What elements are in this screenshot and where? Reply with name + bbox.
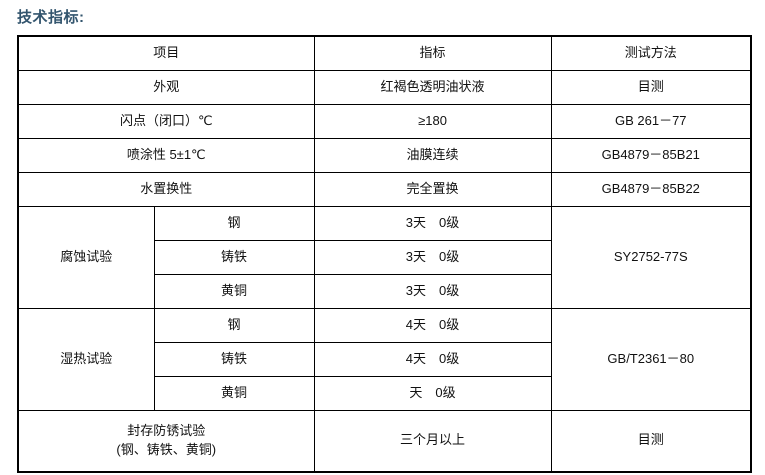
cell-spec: 4天 0级 bbox=[313, 307, 552, 343]
table-row-corrosion-castiron: 铸铁 3天 0级 bbox=[18, 239, 751, 275]
cell-method: GB4879－85B22 bbox=[550, 171, 753, 207]
header-cell-spec: 指标 bbox=[313, 35, 552, 71]
cell-spec: 3天 0级 bbox=[313, 239, 552, 275]
table-row-storage: 封存防锈试验 (钢、铸铁、黄铜) 三个月以上 目测 bbox=[16, 409, 753, 473]
cell-method: 目测 bbox=[550, 409, 753, 473]
cell-spec: 天 0级 bbox=[313, 375, 552, 411]
cell-sub-material: 钢 bbox=[153, 205, 315, 241]
cell-spec: 油膜连续 bbox=[313, 137, 552, 173]
table-row: 外观 红褐色透明油状液 目测 bbox=[16, 69, 753, 105]
cell-item-corrosion: 腐蚀试验 bbox=[17, 205, 155, 309]
cell-spec: 3天 0级 bbox=[313, 205, 552, 241]
table-row-humidity-steel: 湿热试验 钢 4天 0级 GB/T2361－80 bbox=[17, 307, 753, 411]
technical-spec-table: 项目 指标 测试方法 外观 红褐色透明油状液 目测 闪点（闭口）℃ ≥180 G… bbox=[16, 35, 753, 473]
table-row: 水置换性 完全置换 GB4879－85B22 bbox=[16, 171, 753, 207]
cell-spec: ≥180 bbox=[313, 103, 552, 139]
table-row-corrosion-steel: 腐蚀试验 钢 3天 0级 SY2752-77S bbox=[17, 205, 753, 309]
page-title: 技术指标: bbox=[17, 9, 85, 26]
cell-sub-material: 铸铁 bbox=[153, 239, 315, 275]
header-cell-method: 测试方法 bbox=[550, 35, 753, 71]
cell-sub-material: 黄铜 bbox=[153, 375, 315, 411]
cell-spec: 三个月以上 bbox=[313, 409, 552, 473]
cell-item-humidity: 湿热试验 bbox=[17, 307, 155, 411]
cell-item: 水置换性 bbox=[16, 171, 315, 207]
table-row: 闪点（闭口）℃ ≥180 GB 261－77 bbox=[16, 103, 753, 139]
storage-label-line2: (钢、铸铁、黄铜) bbox=[116, 441, 217, 457]
storage-label-line1: 封存防锈试验 bbox=[127, 422, 206, 438]
cell-sub-material: 铸铁 bbox=[153, 341, 315, 377]
cell-item: 闪点（闭口）℃ bbox=[16, 103, 315, 139]
cell-method: GB 261－77 bbox=[550, 103, 753, 139]
header-cell-item: 项目 bbox=[16, 35, 315, 71]
cell-spec: 完全置换 bbox=[313, 171, 552, 207]
cell-method-humidity: GB/T2361－80 bbox=[550, 307, 753, 411]
cell-spec: 红褐色透明油状液 bbox=[313, 69, 552, 105]
cell-method: 目测 bbox=[550, 69, 753, 105]
cell-item-storage: 封存防锈试验 (钢、铸铁、黄铜) bbox=[16, 409, 315, 473]
cell-item: 喷涂性 5±1℃ bbox=[16, 137, 315, 173]
cell-spec: 3天 0级 bbox=[313, 273, 552, 309]
cell-spec: 4天 0级 bbox=[313, 341, 552, 377]
cell-sub-material: 黄铜 bbox=[153, 273, 315, 309]
table-row-humidity-brass: 黄铜 天 0级 bbox=[18, 375, 751, 411]
cell-method-corrosion: SY2752-77S bbox=[550, 205, 753, 309]
cell-item: 外观 bbox=[16, 69, 315, 105]
table-header-row: 项目 指标 测试方法 bbox=[16, 35, 753, 71]
table-row-corrosion-brass: 黄铜 3天 0级 bbox=[18, 273, 751, 309]
cell-sub-material: 钢 bbox=[153, 307, 315, 343]
cell-method: GB4879－85B21 bbox=[550, 137, 753, 173]
table-row: 喷涂性 5±1℃ 油膜连续 GB4879－85B21 bbox=[16, 137, 753, 173]
table-row-humidity-castiron: 铸铁 4天 0级 bbox=[18, 341, 751, 377]
